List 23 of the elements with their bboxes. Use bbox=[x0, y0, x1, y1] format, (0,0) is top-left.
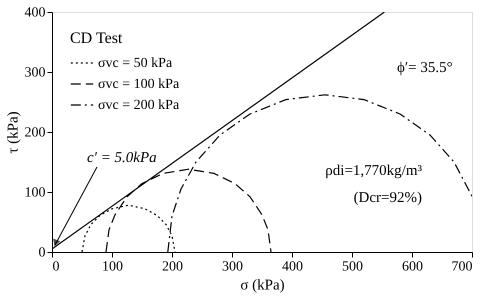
x-tick-label: 0 bbox=[52, 260, 60, 274]
x-tick-label: 100 bbox=[102, 260, 123, 274]
y-tick-label: 400 bbox=[24, 6, 46, 20]
annotation: (Dcr=92%) bbox=[354, 190, 422, 206]
x-tick-label: 300 bbox=[222, 260, 243, 274]
legend-label: σvc = 50 kPa bbox=[98, 56, 173, 71]
y-tick-label: 200 bbox=[24, 126, 46, 140]
x-tick-label: 200 bbox=[162, 260, 183, 274]
x-tick-label: 500 bbox=[342, 260, 363, 274]
x-tick-label: 700 bbox=[452, 260, 472, 274]
y-axis-title: τ (kPa) bbox=[6, 111, 22, 154]
annotation: ρdi=1,770kg/m³ bbox=[325, 163, 422, 179]
legend-label: σvc = 100 kPa bbox=[98, 77, 180, 92]
y-tick-label: 100 bbox=[24, 186, 46, 200]
x-tick-label: 400 bbox=[282, 260, 303, 274]
annotation: ϕ′= 35.5° bbox=[397, 60, 453, 76]
legend-title: CD Test bbox=[70, 30, 123, 47]
y-tick-label: 0 bbox=[38, 246, 46, 260]
legend-label: σvc = 200 kPa bbox=[98, 98, 180, 113]
x-axis-title: σ (kPa) bbox=[240, 278, 285, 294]
y-tick-label: 300 bbox=[24, 66, 46, 80]
x-tick-label: 600 bbox=[402, 260, 423, 274]
annotation: c′ = 5.0kPa bbox=[87, 150, 157, 166]
